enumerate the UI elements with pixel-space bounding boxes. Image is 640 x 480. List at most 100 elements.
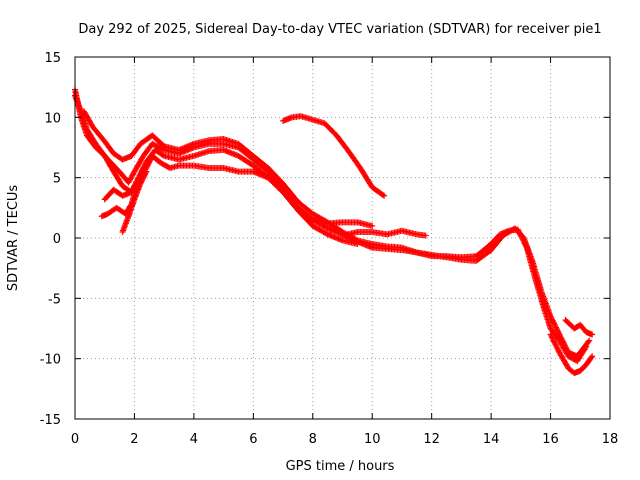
- data-point-trail: [120, 214, 131, 234]
- data-point-trail: [548, 332, 562, 355]
- data-point-trail: [251, 169, 270, 181]
- x-tick-label: 10: [364, 432, 381, 447]
- x-tick-label: 18: [602, 432, 619, 447]
- series-track-4: [101, 152, 361, 248]
- data-point-trail: [575, 338, 592, 359]
- data-point-trail: [150, 141, 166, 153]
- data-point: [556, 331, 563, 338]
- data-point-trail: [474, 242, 493, 259]
- data-point: [589, 353, 596, 360]
- data-point-trail: [311, 223, 330, 237]
- series-track-9: [562, 317, 596, 338]
- data-point: [137, 180, 144, 187]
- x-tick-label: 16: [542, 432, 559, 447]
- data-point-trail: [102, 154, 116, 174]
- data-point-trail: [84, 127, 98, 146]
- data-point-trail: [78, 109, 90, 131]
- series-track-10: [547, 331, 596, 377]
- y-tick-label: 0: [53, 232, 61, 247]
- data-point-trail: [325, 220, 345, 235]
- data-point-trail: [311, 217, 330, 231]
- data-point-trail: [236, 153, 256, 168]
- data-point-trail: [131, 182, 143, 201]
- data-point-trail: [177, 141, 196, 153]
- data-point: [354, 241, 361, 248]
- data-point-trail: [102, 139, 116, 156]
- data-point-trail: [334, 133, 351, 153]
- series-track-8: [339, 227, 429, 239]
- x-tick-label: 6: [249, 432, 257, 447]
- data-point: [369, 222, 376, 229]
- data-point-trail: [512, 226, 526, 240]
- data-point-trail: [578, 323, 589, 334]
- x-tick-label: 12: [423, 432, 440, 447]
- data-point-trail: [474, 247, 493, 264]
- data-point-trail: [346, 149, 363, 170]
- x-tick-label: 2: [130, 432, 138, 447]
- data-point-trail: [489, 233, 506, 252]
- x-tick-label: 14: [483, 432, 500, 447]
- data-point: [143, 168, 150, 175]
- data-point-trail: [81, 109, 96, 129]
- x-tick-label: 4: [190, 432, 198, 447]
- data-point-trail: [322, 121, 339, 138]
- data-point-trail: [134, 166, 146, 186]
- data-point-trail: [578, 362, 589, 373]
- data-point-trail: [281, 181, 300, 204]
- data-point-trail: [236, 145, 256, 162]
- series-track-7: [280, 113, 388, 199]
- x-tick-label: 8: [309, 432, 317, 447]
- data-point-trail: [566, 353, 580, 364]
- data-point-trail: [251, 153, 270, 171]
- data-point-trail: [177, 145, 196, 156]
- y-tick-label: 10: [44, 111, 61, 126]
- data-point-trail: [93, 142, 107, 158]
- data-point-trail: [236, 141, 256, 158]
- data-point-trail: [370, 185, 386, 198]
- data-point-trail: [557, 350, 571, 371]
- data-point-trail: [311, 211, 330, 225]
- x-tick-label: 0: [71, 432, 79, 447]
- data-point-trail: [385, 243, 404, 251]
- data-point: [140, 165, 147, 172]
- data-point-trail: [295, 208, 315, 228]
- data-point: [149, 140, 156, 147]
- data-point-trail: [325, 231, 345, 243]
- data-point: [422, 232, 429, 239]
- data-point-trail: [557, 332, 571, 355]
- data-point-trail: [111, 163, 125, 178]
- data-point-trail: [542, 308, 554, 330]
- series-track-6: [119, 168, 150, 235]
- data-point-trail: [153, 147, 166, 159]
- y-tick-label: -15: [40, 413, 61, 428]
- data-point-trail: [296, 199, 315, 216]
- data-point-trail: [111, 169, 125, 188]
- data-point-trail: [138, 169, 149, 186]
- data-point: [547, 313, 554, 320]
- y-axis-label: SDTVAR / TECUs: [6, 185, 21, 292]
- data-point: [547, 331, 554, 338]
- y-tick-label: 5: [53, 172, 61, 187]
- data-point-trail: [251, 157, 270, 174]
- data-point-trail: [584, 354, 595, 367]
- data-point-trail: [548, 314, 562, 337]
- data-point-trail: [90, 125, 107, 144]
- data-point-trail: [150, 153, 164, 166]
- data-point-trail: [72, 94, 84, 113]
- data-point-trail: [129, 142, 143, 158]
- data-point-trail: [125, 197, 137, 218]
- y-tick-label: -10: [40, 353, 61, 368]
- data-point-trail: [358, 166, 375, 190]
- y-tick-label: 15: [44, 51, 61, 66]
- chart-title: Day 292 of 2025, Sidereal Day-to-day VTE…: [78, 22, 601, 37]
- data-point-trail: [221, 147, 241, 159]
- data-point-trail: [489, 232, 503, 246]
- data-point: [381, 192, 388, 199]
- data-point-trail: [281, 190, 300, 213]
- x-axis-label: GPS time / hours: [286, 459, 395, 474]
- data-point-trail: [150, 133, 167, 149]
- data-point: [589, 331, 596, 338]
- data-point-trail: [548, 326, 562, 343]
